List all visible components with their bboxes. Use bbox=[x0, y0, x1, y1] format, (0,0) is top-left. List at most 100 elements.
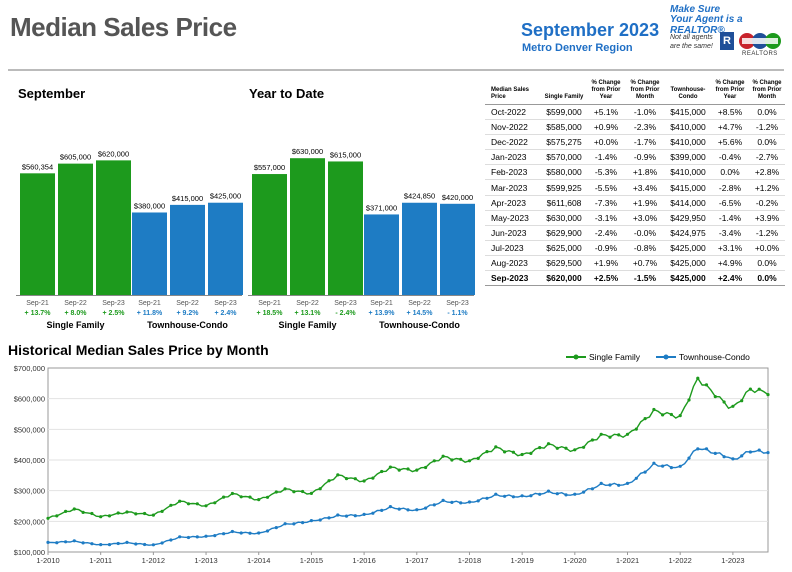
series-point bbox=[494, 445, 498, 449]
series-point bbox=[151, 543, 155, 547]
value-cell: -2.4% bbox=[587, 225, 625, 241]
value-cell: +1.9% bbox=[625, 195, 665, 211]
series-point bbox=[582, 490, 586, 494]
series-point bbox=[415, 508, 419, 512]
series-point bbox=[599, 481, 603, 485]
series-point bbox=[388, 505, 392, 509]
y-tick-label: $300,000 bbox=[14, 487, 45, 496]
series-point bbox=[599, 432, 603, 436]
header-cell: Single Family bbox=[541, 80, 587, 105]
series-point bbox=[186, 502, 191, 506]
series-point bbox=[757, 387, 761, 391]
series-point bbox=[432, 459, 436, 463]
y-tick-label: $100,000 bbox=[14, 548, 45, 557]
series-point bbox=[72, 539, 76, 543]
bar-change-label: + 13.7% bbox=[25, 310, 52, 317]
value-cell: +5.1% bbox=[587, 104, 625, 121]
series-point bbox=[204, 504, 208, 508]
header-cell: Townhouse-Condo bbox=[665, 80, 711, 105]
bar bbox=[170, 204, 205, 295]
series-point bbox=[617, 433, 621, 437]
series-point bbox=[239, 531, 243, 535]
series-point bbox=[362, 512, 366, 516]
value-cell: +1.9% bbox=[587, 255, 625, 272]
series-point bbox=[55, 541, 59, 545]
bar bbox=[440, 203, 475, 295]
series-point bbox=[485, 496, 489, 500]
value-cell: $629,500 bbox=[541, 255, 587, 272]
bar-change-label: + 18.5% bbox=[257, 310, 284, 317]
table-row: Aug-2023 $629,500 +1.9% +0.7% $425,000 +4.9% 0… bbox=[485, 255, 785, 272]
value-cell: $410,000 bbox=[665, 164, 711, 181]
value-cell: +0.0% bbox=[749, 240, 785, 256]
logo-brand: REALTORS bbox=[742, 51, 778, 57]
group-label: Single Family bbox=[278, 320, 336, 330]
series-point bbox=[388, 465, 392, 469]
series-point bbox=[424, 465, 428, 470]
history-chart-title: Historical Median Sales Price by Month bbox=[8, 342, 269, 358]
bar-value-label: $557,000 bbox=[254, 163, 285, 172]
legend-label: Single Family bbox=[589, 352, 641, 362]
series-point bbox=[186, 535, 191, 540]
bar-category-label: Sep-23 bbox=[334, 300, 357, 307]
bar-value-label: $424,850 bbox=[404, 192, 435, 201]
header-cell: % Change from Prior Month bbox=[625, 80, 665, 105]
bar-category-label: Sep-22 bbox=[64, 300, 87, 307]
bar-value-label: $605,000 bbox=[60, 153, 91, 162]
table-row: Jan-2023 $570,000 -1.4% -0.9% $399,000 -0.4% -… bbox=[485, 149, 785, 166]
page-title: Median Sales Price bbox=[10, 12, 237, 42]
series-point bbox=[353, 514, 357, 518]
value-cell: $599,925 bbox=[541, 179, 587, 196]
series-point bbox=[573, 448, 577, 452]
x-tick-label: 1-2014 bbox=[247, 556, 270, 565]
series-point bbox=[520, 494, 524, 498]
table-row: Sep-2023 $620,000 +2.5% -1.5% $425,000 +2.4% 0… bbox=[485, 270, 785, 287]
value-cell: -2.3% bbox=[625, 119, 665, 136]
series-point bbox=[90, 511, 94, 516]
x-tick-label: 1-2017 bbox=[405, 556, 428, 565]
group-label: Townhouse-Condo bbox=[379, 320, 460, 330]
series-point bbox=[503, 494, 507, 498]
value-cell: $611,608 bbox=[541, 195, 587, 211]
bar bbox=[252, 174, 287, 295]
series-point bbox=[99, 515, 103, 519]
value-cell: $629,900 bbox=[541, 225, 587, 241]
series-point bbox=[248, 495, 252, 499]
series-point bbox=[748, 387, 753, 391]
series-point bbox=[625, 432, 630, 436]
value-cell: $410,000 bbox=[665, 134, 711, 151]
group-label: Townhouse-Condo bbox=[147, 320, 228, 330]
series-point bbox=[704, 383, 709, 387]
series-point bbox=[344, 477, 349, 481]
bar bbox=[20, 173, 55, 295]
header-cell: % Change from Prior Year bbox=[587, 80, 625, 105]
bar-category-label: Sep-21 bbox=[370, 300, 393, 307]
series-point bbox=[485, 450, 489, 454]
series-point bbox=[283, 522, 287, 526]
month-cell: Aug-2023 bbox=[485, 255, 541, 272]
table-header-row: Median Sales Price Single Family % Chang… bbox=[485, 80, 785, 105]
month-cell: Jun-2023 bbox=[485, 225, 541, 241]
value-cell: $570,000 bbox=[541, 149, 587, 166]
x-tick-label: 1-2021 bbox=[616, 556, 639, 565]
series-point bbox=[415, 468, 419, 472]
series-point bbox=[564, 493, 568, 497]
series-point bbox=[424, 506, 428, 510]
series-point bbox=[608, 435, 612, 439]
series-point bbox=[248, 531, 252, 535]
series-point bbox=[652, 461, 656, 465]
bar-value-label: $630,000 bbox=[292, 147, 323, 156]
bar-category-label: Sep-21 bbox=[258, 300, 281, 307]
series-point bbox=[459, 501, 463, 505]
series-point bbox=[169, 538, 173, 542]
value-cell: 0.0% bbox=[749, 134, 785, 151]
series-point bbox=[204, 534, 208, 538]
y-tick-label: $200,000 bbox=[14, 517, 45, 526]
series-point bbox=[301, 489, 305, 494]
series-point bbox=[90, 542, 94, 546]
x-tick-label: 1-2022 bbox=[669, 556, 692, 565]
value-cell: +4.7% bbox=[711, 119, 749, 136]
series-point bbox=[441, 498, 445, 502]
series-point bbox=[538, 446, 542, 450]
series-point bbox=[441, 454, 445, 458]
